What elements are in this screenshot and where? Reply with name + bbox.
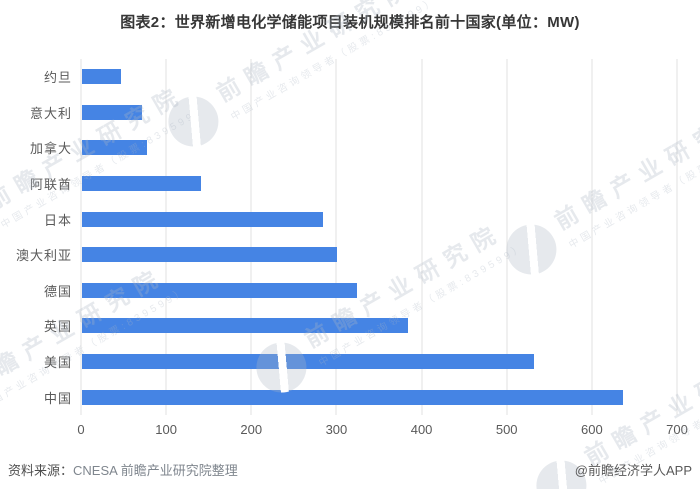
footer-source-prefix: 资料来源： [8,463,74,478]
bar-row [81,201,677,237]
x-tick-label: 700 [666,422,688,437]
plot-area [80,59,678,415]
x-axis: 0 100 200 300 400 500 600 700 [77,422,687,440]
gridline-0 [80,59,82,415]
bar-series [81,59,677,415]
bar-row [81,237,677,273]
category-label: 加拿大 [29,141,72,157]
category-label: 中国 [43,390,72,406]
category-label: 约旦 [43,70,72,86]
gridline-700 [676,59,678,415]
x-tick-label: 500 [495,422,518,437]
category-label: 澳大利亚 [15,248,72,264]
bar [82,247,338,263]
bar [82,140,147,156]
bar [82,211,323,227]
bar-row [81,166,677,202]
category-label: 德国 [43,283,72,299]
x-tick-label: 200 [240,422,263,437]
y-axis-category-labels: 约旦意大利加拿大阿联酋日本澳大利亚德国英国美国中国 [0,59,72,415]
bar [82,389,623,405]
bar-row [81,379,677,415]
category-label: 英国 [43,319,72,335]
x-tick-label: 600 [580,422,603,437]
category-label: 美国 [43,355,72,371]
bar [82,354,535,370]
bar [82,318,409,334]
gridline-100 [165,59,167,415]
bar-row [81,344,677,380]
x-tick-label: 0 [77,422,85,437]
x-tick-label: 100 [155,422,177,437]
bar-row [81,273,677,309]
bar-row [81,130,677,166]
footer-source-text: CNESA 前瞻产业研究院整理 [73,463,238,478]
footer-credit: @前瞻经济学人APP [574,463,692,478]
gridline-200 [250,59,252,415]
gridline-600 [591,59,593,415]
gridline-300 [335,59,337,415]
bar [82,104,143,120]
category-label: 阿联酋 [29,177,72,193]
bar [82,69,122,85]
bar-row [81,95,677,131]
category-label: 日本 [43,212,72,228]
category-label: 意大利 [29,105,72,121]
x-tick-label: 400 [410,422,433,437]
x-tick-label: 300 [325,422,348,437]
bar-row [81,59,677,95]
footer-source: 资料来源：CNESA 前瞻产业研究院整理 [8,460,238,479]
bar-row [81,308,677,344]
bar [82,282,357,298]
chart-title: 图表2：世界新增电化学储能项目装机规模排名前十国家(单位：MW) [120,14,580,31]
gridline-400 [421,59,423,415]
bar [82,176,202,192]
